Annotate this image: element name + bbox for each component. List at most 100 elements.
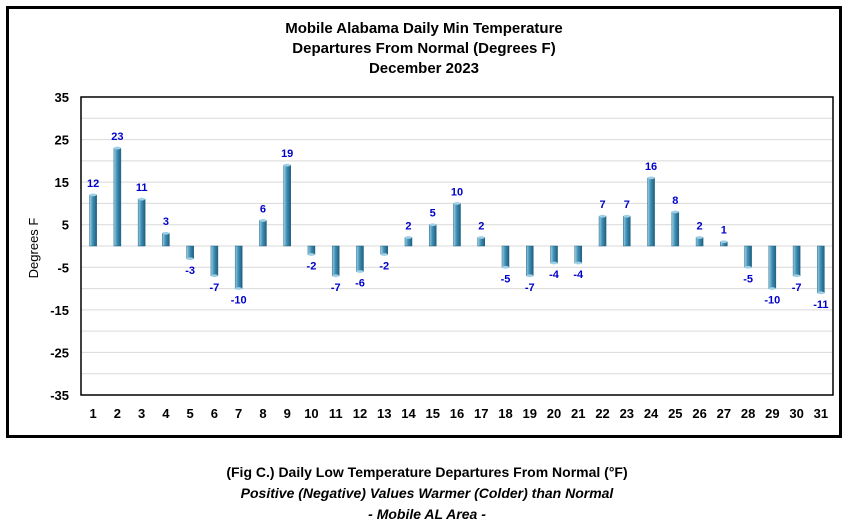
x-tick-label: 9 [284,406,291,421]
x-tick-label: 18 [498,406,512,421]
x-tick-label: 6 [211,406,218,421]
bar [453,203,461,247]
x-tick-label: 11 [329,406,343,421]
caption-line-3: - Mobile AL Area - [368,506,486,522]
bar [234,245,243,289]
chart-title-line-2: Departures From Normal (Degrees F) [292,40,556,57]
x-tick-label: 25 [668,406,682,421]
data-label: 12 [87,178,99,190]
data-label: -11 [813,299,828,311]
x-tick-label: 12 [353,406,367,421]
x-tick-label: 13 [377,406,391,421]
y-tick-label: 5 [62,218,69,233]
x-tick-label: 30 [789,406,803,421]
x-tick-label: 4 [162,406,170,421]
data-label: 16 [645,161,657,173]
bar-cap [283,163,291,167]
y-axis-title: Degrees F [26,218,41,279]
bar-cap [210,274,218,278]
caption-line-2: Positive (Negative) Values Warmer (Colde… [240,485,614,501]
bar [550,245,558,264]
chart-title-line-1: Mobile Alabama Daily Min Temperature [285,20,563,37]
data-label: -10 [231,295,247,307]
x-tick-label: 15 [426,406,440,421]
bar [671,211,680,247]
bar-cap [550,261,558,265]
bar [501,245,510,268]
bar-cap [259,219,267,222]
data-label: -7 [331,282,341,294]
data-label: 7 [599,199,605,211]
x-tick-label: 21 [571,406,585,421]
data-label: -2 [379,261,389,273]
data-label: -2 [307,261,317,273]
bar [428,224,437,247]
bar [89,194,97,247]
data-label: 11 [136,182,148,194]
chart-frame: Mobile Alabama Daily Min Temperature Dep… [6,6,842,438]
bar-cap [89,193,97,197]
bar-cap [429,223,437,227]
data-label: -4 [573,269,584,281]
caption-line-1: (Fig C.) Daily Low Temperature Departure… [226,464,628,480]
data-label: -7 [792,282,802,294]
bar [283,164,291,247]
bar [331,245,340,277]
bar-cap [671,210,679,214]
bar-cap [186,257,194,261]
bar [744,245,752,268]
x-tick-label: 8 [259,406,266,421]
data-label: -4 [549,269,560,281]
bar-cap [453,202,461,205]
x-tick-label: 1 [90,406,97,421]
bar [137,198,146,247]
y-tick-label: -15 [50,303,69,318]
bar [598,215,607,247]
bar-cap [623,214,631,218]
y-tick-label: -5 [57,260,69,275]
bar [210,245,219,277]
x-tick-label: 7 [235,406,242,421]
bar-cap [356,270,364,273]
x-tick-label: 27 [717,406,731,421]
bar [647,177,655,247]
x-tick-label: 10 [304,406,318,421]
bar-cap [477,236,485,239]
x-tick-label: 20 [547,406,561,421]
bar [817,245,825,294]
y-tick-label: -25 [50,345,69,360]
x-tick-label: 28 [741,406,755,421]
x-tick-label: 3 [138,406,145,421]
bar-cap [720,240,728,244]
x-tick-label: 29 [765,406,779,421]
figure-caption: (Fig C.) Daily Low Temperature Departure… [0,462,854,525]
bar [623,215,631,247]
bar-cap [768,287,776,290]
bar-cap [696,236,704,239]
bar [792,245,801,277]
bar-cap [574,261,582,265]
data-label: 5 [430,208,436,220]
data-label: 1 [721,225,727,237]
bar-cap [599,214,607,218]
data-label: 23 [111,131,123,143]
bar-cap [817,291,825,295]
chart-title-line-3: December 2023 [368,60,480,77]
bar-cap [526,274,534,278]
data-label: 8 [672,195,678,207]
x-tick-label: 16 [450,406,464,421]
bar-cap [235,287,243,290]
data-label: -5 [501,273,511,285]
data-label: -7 [210,282,220,294]
bar-cap [404,236,412,239]
bar-cap [138,197,146,201]
data-label: 7 [624,199,630,211]
data-label: 19 [281,148,293,160]
x-tick-label: 14 [401,406,416,421]
plot-area-border [80,96,834,396]
data-label: 3 [163,216,169,228]
bar [186,245,194,260]
x-tick-label: 17 [474,406,488,421]
data-label: -10 [764,295,780,307]
